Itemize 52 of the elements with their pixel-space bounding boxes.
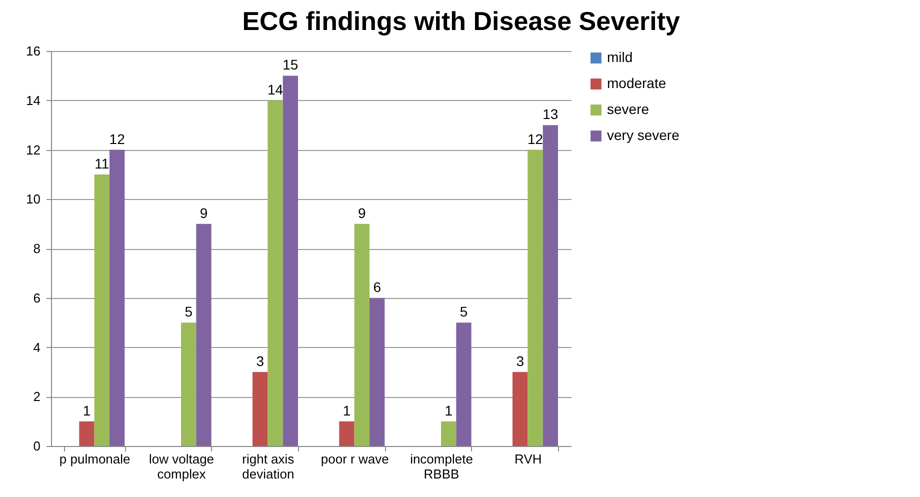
x-tick-label: right axis deviation xyxy=(242,452,295,482)
data-label: 3 xyxy=(256,352,264,369)
data-label: 9 xyxy=(200,204,208,221)
data-label: 14 xyxy=(267,81,284,98)
legend-label: severe xyxy=(607,101,650,117)
data-label: 5 xyxy=(460,304,468,320)
y-tick-label: 2 xyxy=(33,389,40,404)
bar xyxy=(181,322,196,446)
data-label: 12 xyxy=(527,130,544,147)
data-label: 1 xyxy=(342,402,351,418)
data-label: 13 xyxy=(542,106,558,122)
data-label: 3 xyxy=(516,352,524,369)
data-label: 6 xyxy=(373,278,382,295)
bar xyxy=(110,150,125,446)
y-tick-label: 6 xyxy=(33,290,40,306)
legend-label: moderate xyxy=(607,75,666,91)
y-tick-label: 4 xyxy=(33,340,40,355)
x-tick-label: low voltage complex xyxy=(148,452,214,482)
bar xyxy=(354,224,370,446)
legend-label: very severe xyxy=(607,127,680,143)
chart-title: ECG findings with Disease Severity xyxy=(242,6,681,36)
data-label: 9 xyxy=(358,204,366,221)
data-label: 11 xyxy=(94,155,110,172)
y-tick-label: 8 xyxy=(33,241,40,256)
bar xyxy=(94,174,110,446)
bar xyxy=(512,372,528,446)
bar xyxy=(528,150,543,446)
bar xyxy=(370,298,385,446)
data-label: 1 xyxy=(444,402,453,418)
bar xyxy=(441,421,456,446)
x-tick-label: p pulmonale xyxy=(59,452,130,466)
y-tick-label: 14 xyxy=(26,92,40,108)
bar xyxy=(542,125,558,446)
bar xyxy=(196,224,212,446)
legend-label: mild xyxy=(607,49,633,65)
bar xyxy=(252,372,268,446)
x-tick-label: incomplete RBBB xyxy=(410,452,473,482)
data-label: 12 xyxy=(109,130,126,147)
x-tick-label: RVH xyxy=(514,452,542,466)
y-tick-label: 0 xyxy=(33,438,40,454)
bar xyxy=(282,76,298,446)
y-tick-label: 10 xyxy=(26,192,40,207)
data-label: 1 xyxy=(82,402,91,418)
y-tick-label: 16 xyxy=(26,44,40,58)
bar xyxy=(456,322,472,446)
y-tick-label: 12 xyxy=(26,142,40,158)
bar xyxy=(339,421,354,446)
bar xyxy=(79,421,94,446)
x-tick-label: poor r wave xyxy=(320,452,389,466)
data-label: 5 xyxy=(184,304,193,320)
data-label: 15 xyxy=(282,56,298,73)
bar xyxy=(268,100,283,446)
